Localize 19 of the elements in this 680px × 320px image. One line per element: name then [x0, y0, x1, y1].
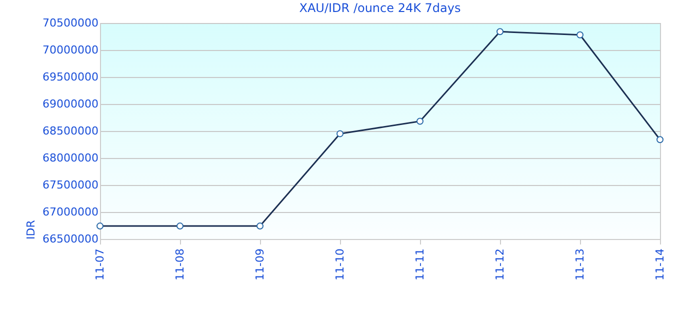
chart-title: XAU/IDR /ounce 24K 7days: [299, 1, 461, 15]
y-tick-label: 69500000: [42, 70, 98, 84]
x-tick-label: 11-09: [254, 248, 266, 280]
y-tick-label: 69000000: [42, 98, 98, 110]
y-tick-label: 70500000: [42, 16, 98, 30]
y-tick-label: 68000000: [42, 152, 98, 164]
x-tick-label: 11-10: [334, 248, 346, 280]
x-tick-label: 11-13: [574, 248, 586, 280]
x-tick-label: 11-07: [94, 248, 106, 280]
x-tick-label: 11-14: [654, 248, 666, 280]
x-tick-label: 11-11: [414, 248, 426, 280]
y-tick-label: 66500000: [42, 232, 98, 246]
x-tick-label: 11-12: [494, 248, 506, 280]
y-tick-label: 67000000: [42, 206, 98, 218]
y-tick-label: 70000000: [42, 44, 98, 56]
y-tick-label: 68500000: [42, 124, 98, 138]
x-tick-label: 11-08: [174, 248, 186, 280]
y-tick-label: 67500000: [42, 178, 98, 192]
y-axis-title: IDR: [24, 220, 38, 240]
